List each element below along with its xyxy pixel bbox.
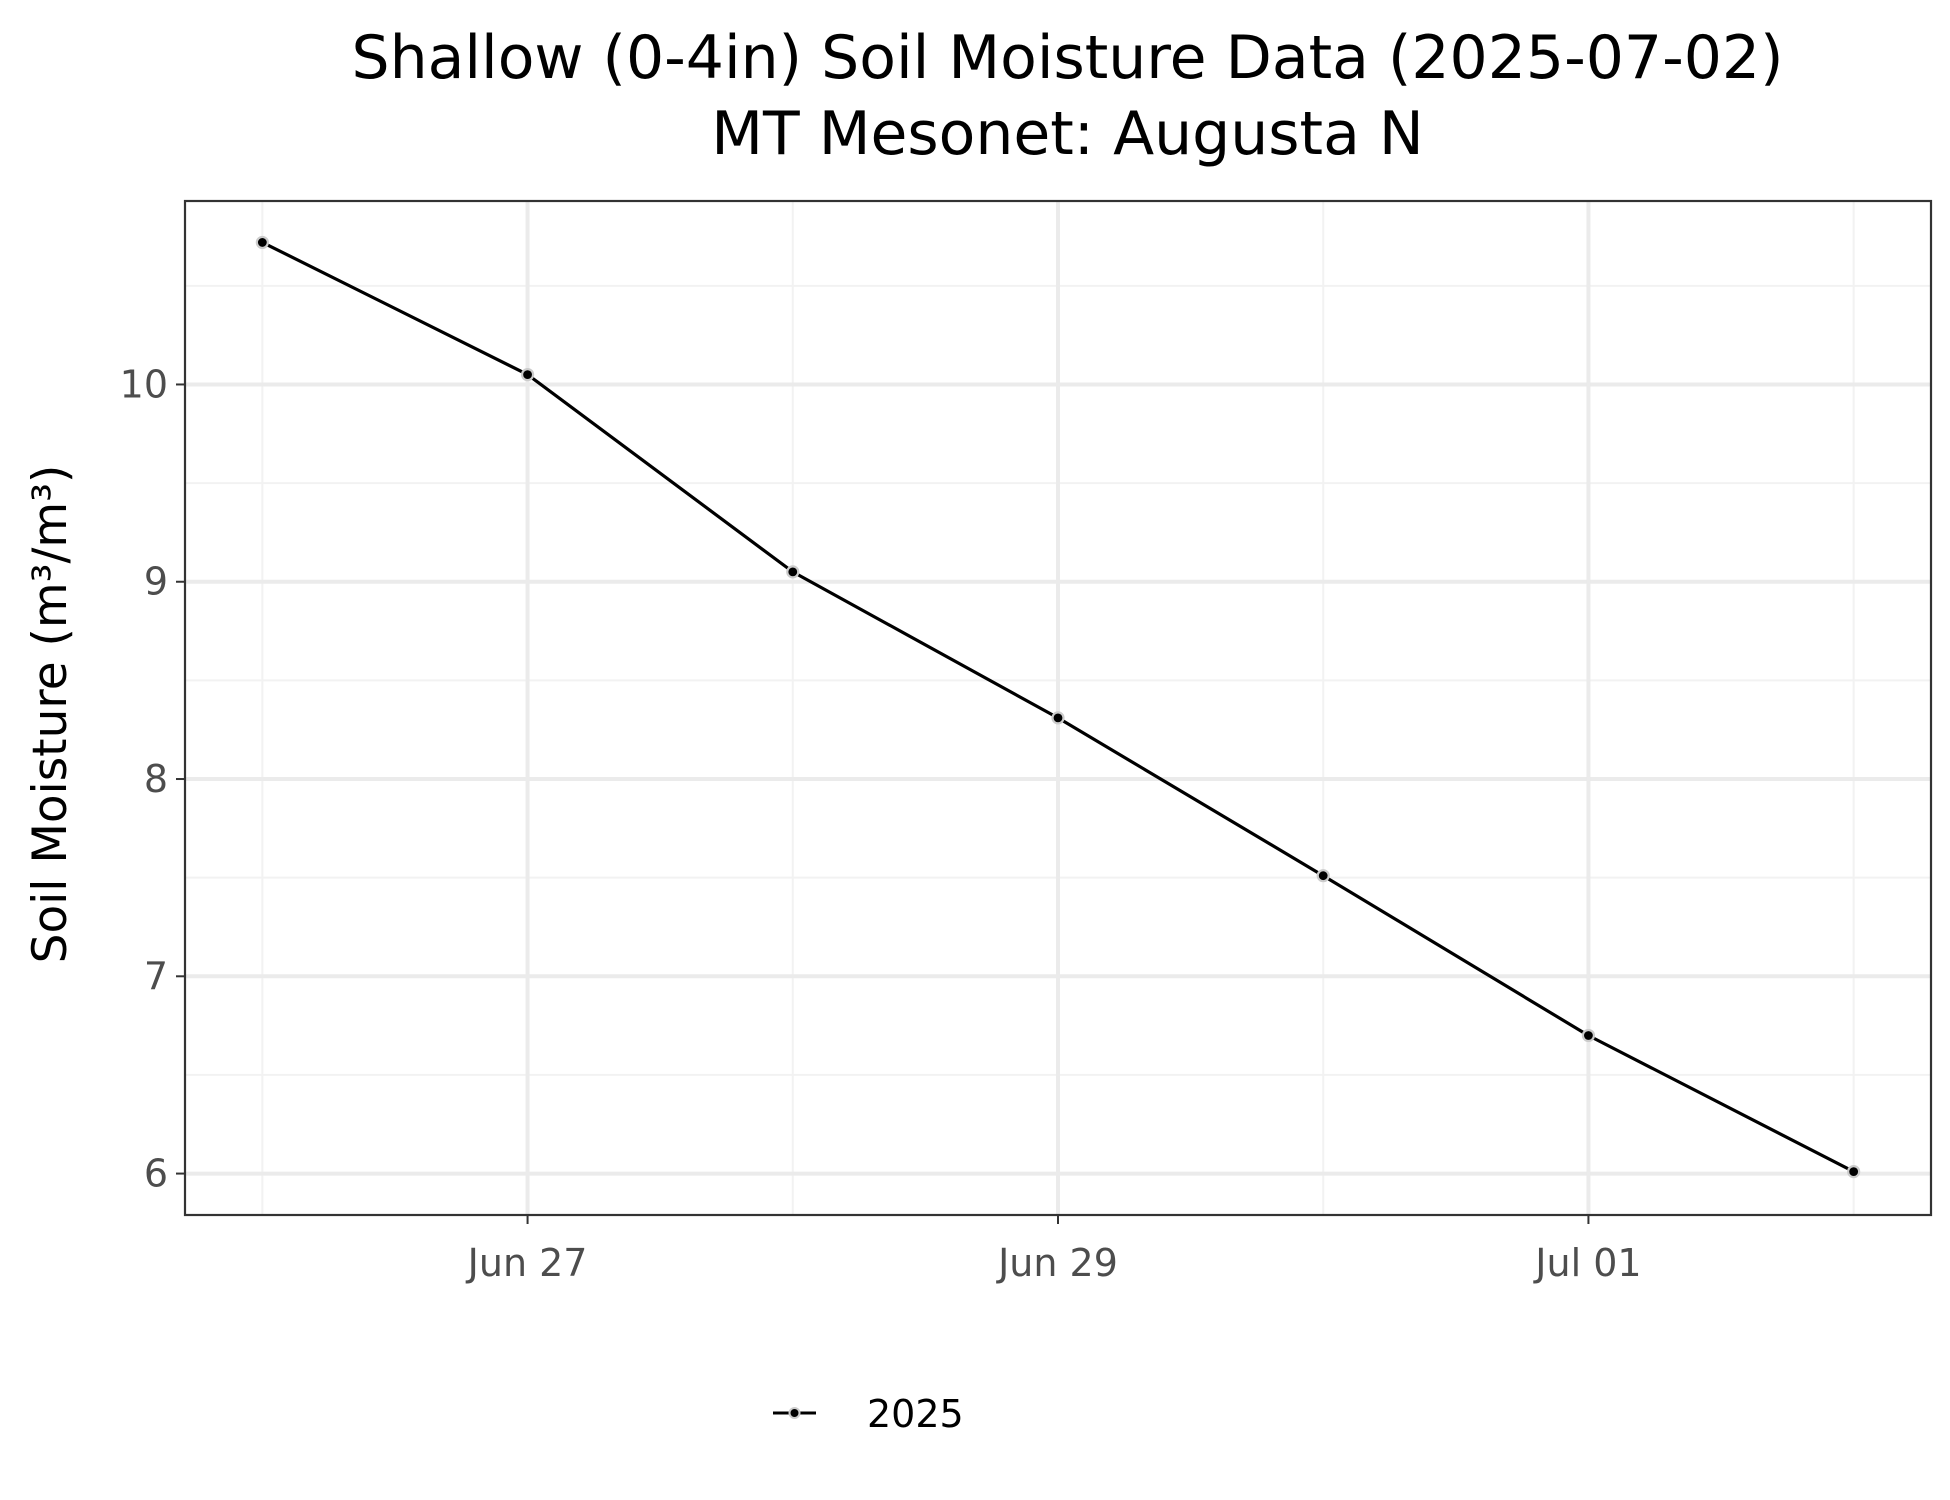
x-axis-ticks: Jun 27 Jun 29 Jul 01 bbox=[466, 1215, 1642, 1285]
y-tick-label: 9 bbox=[144, 560, 168, 604]
major-gridlines bbox=[185, 201, 1931, 1215]
data-point bbox=[255, 235, 269, 250]
y-tick-label: 10 bbox=[120, 362, 168, 406]
x-tick-label: Jul 01 bbox=[1533, 1241, 1641, 1285]
y-tick-label: 6 bbox=[144, 1152, 168, 1196]
series-layer bbox=[255, 235, 1861, 1179]
x-tick-label: Jun 29 bbox=[996, 1241, 1118, 1285]
legend: 2025 bbox=[773, 1392, 964, 1436]
data-point bbox=[786, 565, 800, 579]
data-point bbox=[1581, 1028, 1596, 1043]
y-tick-label: 7 bbox=[144, 954, 168, 998]
data-point bbox=[1847, 1164, 1861, 1179]
data-point bbox=[1316, 869, 1330, 883]
x-tick-label: Jun 27 bbox=[466, 1241, 588, 1285]
y-axis-title: Soil Moisture (m³/m³) bbox=[23, 465, 78, 964]
data-point bbox=[520, 368, 535, 382]
y-tick-label: 8 bbox=[144, 757, 168, 801]
y-axis-ticks: 6 7 8 9 10 bbox=[120, 362, 185, 1196]
legend-marker-2025 bbox=[788, 1407, 801, 1419]
legend-label-2025: 2025 bbox=[867, 1392, 964, 1436]
chart-subtitle: MT Mesonet: Augusta N bbox=[711, 99, 1424, 169]
data-point bbox=[1051, 711, 1065, 725]
chart-title: Shallow (0-4in) Soil Moisture Data (2025… bbox=[351, 23, 1784, 93]
